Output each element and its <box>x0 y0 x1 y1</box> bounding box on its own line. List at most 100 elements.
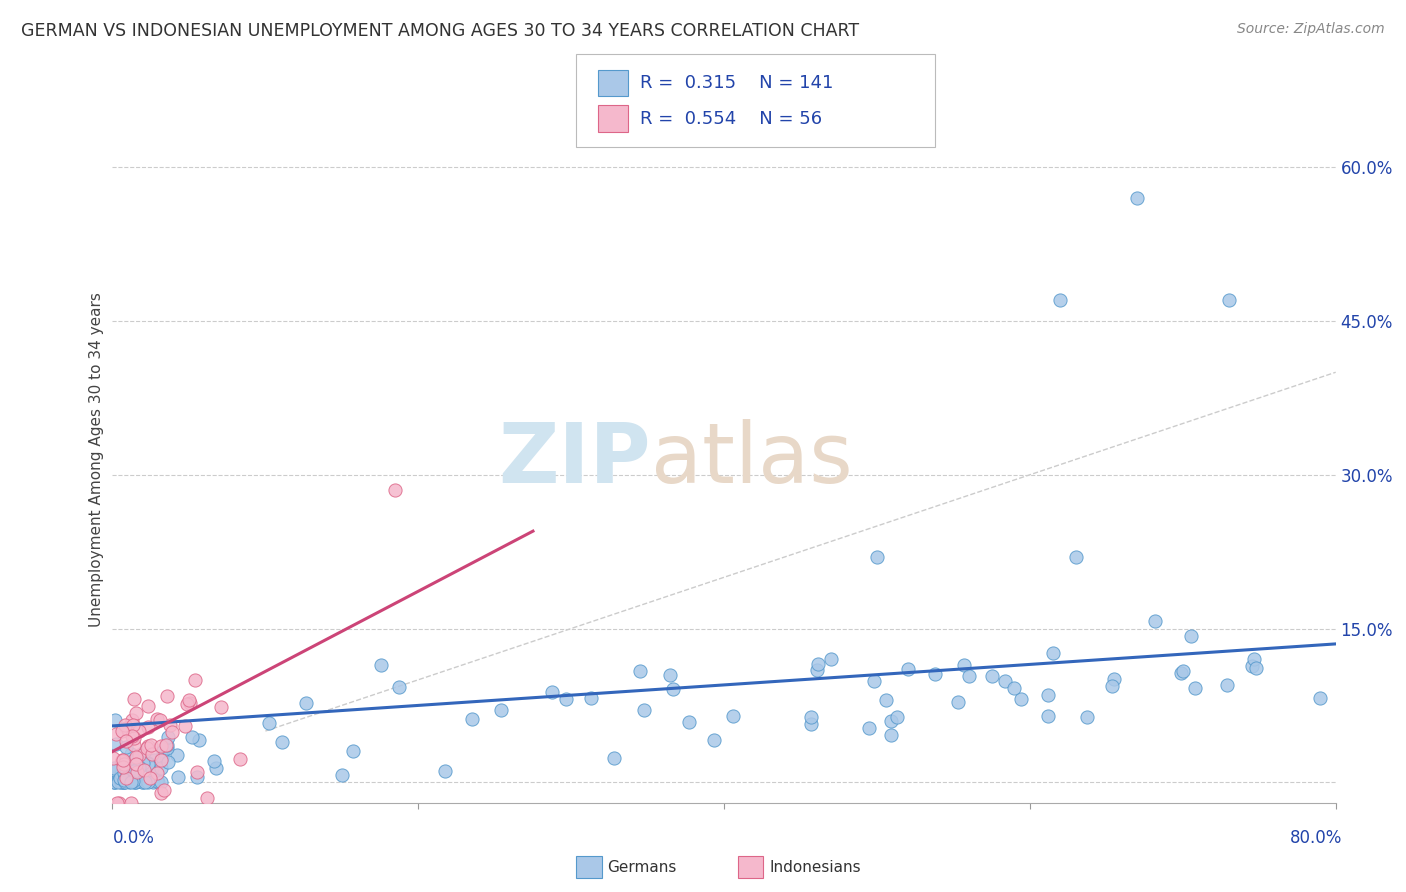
Point <box>866 549 889 564</box>
Point <box>107 775 129 789</box>
Point <box>202 754 225 768</box>
Point <box>678 715 700 730</box>
Point <box>122 738 145 752</box>
Point <box>633 703 655 717</box>
Point <box>103 775 125 789</box>
Point <box>120 747 142 761</box>
Point <box>150 760 173 774</box>
Point <box>149 775 172 789</box>
Point <box>141 747 163 761</box>
Point <box>110 775 132 789</box>
Point <box>1064 549 1087 564</box>
Text: GERMAN VS INDONESIAN UNEMPLOYMENT AMONG AGES 30 TO 34 YEARS CORRELATION CHART: GERMAN VS INDONESIAN UNEMPLOYMENT AMONG … <box>21 22 859 40</box>
Point <box>136 756 159 770</box>
Point <box>179 696 201 710</box>
Point <box>957 669 980 683</box>
Point <box>1126 191 1149 205</box>
Point <box>188 732 211 747</box>
Point <box>146 765 169 780</box>
Point <box>820 652 842 666</box>
Point <box>880 729 903 743</box>
Point <box>897 662 920 676</box>
Point <box>129 747 152 762</box>
Point <box>156 689 179 703</box>
Text: Source: ZipAtlas.com: Source: ZipAtlas.com <box>1237 22 1385 37</box>
Point <box>541 685 564 699</box>
Point <box>121 763 143 777</box>
Point <box>388 680 411 694</box>
Point <box>156 738 179 752</box>
Point <box>112 775 135 789</box>
Point <box>124 775 146 789</box>
Point <box>111 775 134 789</box>
Point <box>121 729 143 743</box>
Point <box>1215 678 1237 692</box>
Point <box>886 710 908 724</box>
Point <box>332 768 354 782</box>
Point <box>952 658 974 673</box>
Point <box>125 763 148 777</box>
Point <box>149 713 172 727</box>
Point <box>1240 659 1263 673</box>
Point <box>157 755 180 769</box>
Point <box>105 737 128 751</box>
Point <box>1243 652 1265 666</box>
Point <box>150 749 173 764</box>
Point <box>153 783 176 797</box>
Point <box>115 771 138 785</box>
Point <box>114 717 136 731</box>
Point <box>271 735 294 749</box>
Point <box>110 764 132 779</box>
Point <box>138 757 160 772</box>
Point <box>128 724 150 739</box>
Point <box>1076 710 1098 724</box>
Point <box>122 775 145 789</box>
Point <box>461 713 484 727</box>
Point <box>122 773 145 788</box>
Point <box>1246 661 1268 675</box>
Point <box>145 772 167 787</box>
Point <box>156 740 179 755</box>
Point <box>103 713 125 727</box>
Point <box>132 763 155 777</box>
Point <box>111 724 134 739</box>
Point <box>141 762 163 776</box>
Point <box>176 697 198 711</box>
Point <box>103 761 125 775</box>
Point <box>136 720 159 734</box>
Point <box>1010 692 1032 706</box>
Point <box>184 673 207 687</box>
Point <box>1036 688 1059 702</box>
Point <box>880 714 903 728</box>
Point <box>152 744 174 758</box>
Point <box>103 764 125 778</box>
Point <box>120 775 142 789</box>
Point <box>579 690 602 705</box>
Point <box>128 748 150 763</box>
Point <box>181 730 204 744</box>
Point <box>121 714 143 728</box>
Point <box>114 766 136 780</box>
Point <box>131 756 153 771</box>
Point <box>179 692 201 706</box>
Point <box>117 772 139 786</box>
Point <box>994 673 1017 688</box>
Text: Indonesians: Indonesians <box>769 860 860 874</box>
Point <box>115 763 138 777</box>
Point <box>111 753 134 767</box>
Point <box>136 739 159 754</box>
Point <box>114 775 136 789</box>
Point <box>101 751 124 765</box>
Point <box>294 697 316 711</box>
Point <box>150 739 173 753</box>
Point <box>1173 664 1195 678</box>
Point <box>141 739 163 753</box>
Point <box>135 741 157 756</box>
Point <box>1102 672 1125 686</box>
Point <box>186 765 208 780</box>
Text: 0.0%: 0.0% <box>112 829 155 847</box>
Point <box>122 764 145 779</box>
Point <box>166 748 188 763</box>
Point <box>112 757 135 772</box>
Point <box>150 753 173 767</box>
